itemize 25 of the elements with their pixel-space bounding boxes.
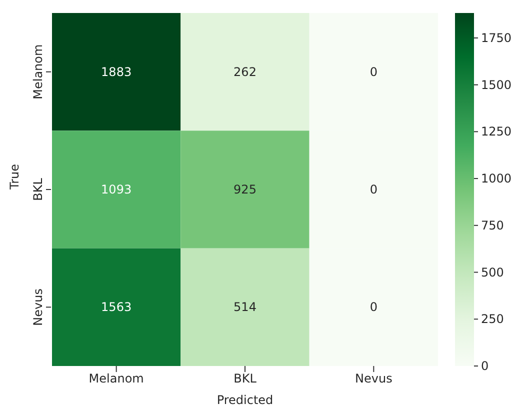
color-bar-label: 1000 [481,172,512,186]
y-axis-title: True [7,164,22,190]
data-label: 0 [370,64,378,79]
y-tick-label: Melanom [31,44,45,100]
data-label: 0 [370,182,378,196]
y-tick-label: Nevus [31,288,45,326]
data-label: 1883 [101,64,132,79]
x-axis-title: Predicted [216,393,274,407]
x-tick-label: Melanom [88,372,144,386]
data-label: 925 [234,182,256,196]
x-tick-label: BKL [234,372,257,386]
data-label: 262 [234,64,256,79]
x-tick-label: Nevus [355,372,392,386]
color-bar-label: 500 [481,265,504,280]
color-bar-label: 1500 [481,78,512,92]
data-label: 0 [370,300,378,314]
color-bar-label: 0 [481,359,489,373]
color-bar-label: 750 [481,218,504,232]
data-label: 1093 [101,182,132,196]
y-tick-label: BKL [31,178,45,201]
data-label: 514 [234,300,256,314]
data-label: 1563 [101,300,132,314]
color-bar-label: 250 [481,312,504,326]
color-bar-label: 1250 [481,124,512,139]
color-bar-label: 1750 [481,30,512,45]
